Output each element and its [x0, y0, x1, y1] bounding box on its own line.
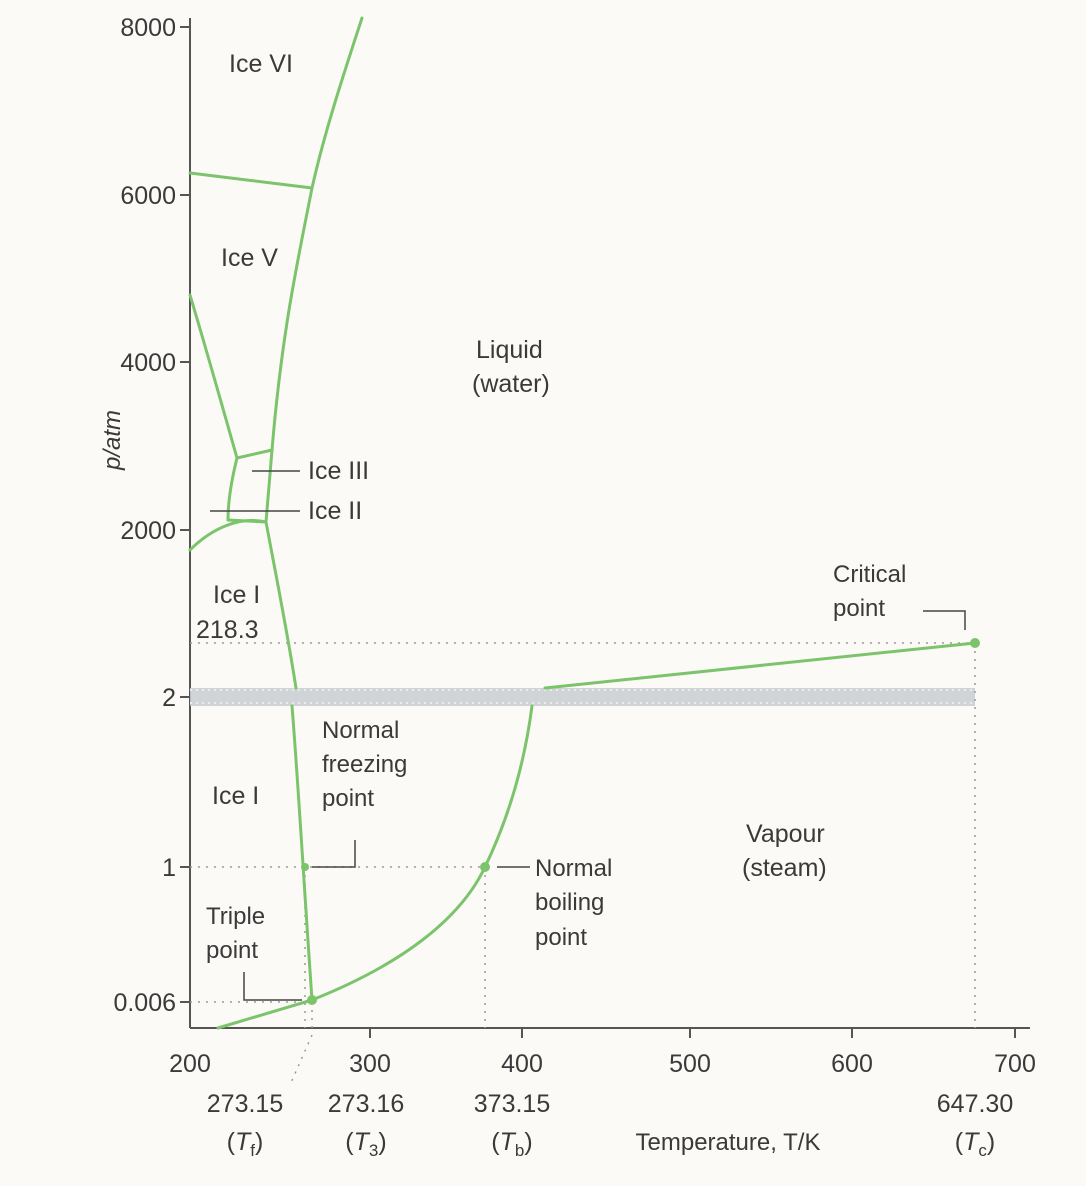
normal-boiling-label-1: Normal — [535, 855, 612, 882]
normal-freezing-label-2: freezing — [322, 751, 407, 778]
y-tick-4000: 4000 — [120, 349, 176, 377]
x-tick-200: 200 — [169, 1050, 211, 1078]
normal-freezing-marker — [301, 863, 309, 871]
x-axis-label: Temperature, T/K — [636, 1129, 821, 1156]
region-ice-iii: Ice III — [308, 457, 369, 485]
ice-ii-ice-iii-boundary — [226, 456, 239, 522]
temp-critical-value: 647.30 — [937, 1090, 1013, 1118]
normal-boiling-label-3: point — [535, 924, 587, 951]
x-tick-700: 700 — [994, 1050, 1036, 1078]
ice-vi-liquid-boundary — [310, 16, 364, 190]
region-vapour: Vapour — [746, 820, 825, 848]
axis-break-band — [190, 688, 975, 706]
normal-boiling-marker — [480, 862, 490, 872]
region-ice-v: Ice V — [221, 244, 278, 272]
normal-freezing-label-1: Normal — [322, 717, 399, 744]
y-tick-6000: 6000 — [120, 182, 176, 210]
triple-point-label-1: Triple — [206, 903, 265, 930]
y-tick-0006: 0.006 — [113, 989, 176, 1017]
temp-triple-value: 273.16 — [328, 1090, 404, 1118]
temp-critical-symbol: (Tc) — [955, 1128, 995, 1160]
triple-point-label-2: point — [206, 937, 258, 964]
region-ice-ii: Ice II — [308, 497, 362, 525]
triple-point-marker — [307, 995, 317, 1005]
x-tick-600: 600 — [831, 1050, 873, 1078]
temp-fusion-symbol: (Tf) — [227, 1128, 264, 1160]
y-tick-8000: 8000 — [120, 14, 176, 42]
critical-point-label-2: point — [833, 595, 885, 622]
y-tick-1: 1 — [162, 854, 176, 882]
critical-point-label-1: Critical — [833, 561, 906, 588]
x-tick-marks — [369, 1028, 1016, 1038]
region-liquid: Liquid — [476, 336, 543, 364]
ice-iii-liquid-boundary — [264, 448, 274, 524]
ice-iii-upper — [235, 448, 274, 460]
temp-boiling-symbol: (Tb) — [491, 1128, 532, 1160]
y-axis-label: p/atm — [99, 410, 126, 471]
ice-i-ice-ii-boundary — [188, 518, 268, 552]
ice-v-ice-ii-boundary — [188, 293, 239, 460]
x-tick-400: 400 — [501, 1050, 543, 1078]
ice-v-liquid-boundary — [270, 186, 314, 452]
vaporisation-curve-upper — [543, 641, 977, 690]
x-tick-500: 500 — [669, 1050, 711, 1078]
temp-boiling-value: 373.15 — [474, 1090, 550, 1118]
value-218-3: 218.3 — [196, 616, 259, 644]
x-tick-300: 300 — [349, 1050, 391, 1078]
region-vapour-sub: (steam) — [742, 854, 827, 882]
y-tick-2000: 2000 — [120, 517, 176, 545]
normal-freezing-label-3: point — [322, 785, 374, 812]
guide-lines — [190, 642, 976, 1086]
sublimation-curve — [216, 998, 314, 1030]
region-liquid-sub: (water) — [472, 370, 550, 398]
normal-boiling-label-2: boiling — [535, 889, 604, 916]
y-tick-2: 2 — [162, 684, 176, 712]
region-ice-vi: Ice VI — [229, 50, 293, 78]
region-ice-i-lower: Ice I — [212, 782, 259, 810]
temp-fusion-value: 273.15 — [207, 1090, 283, 1118]
temp-triple-symbol: (T3) — [345, 1128, 386, 1160]
melting-curve — [290, 704, 314, 1002]
ice-vi-ice-v-boundary — [188, 171, 314, 190]
leader-lines — [210, 470, 966, 1001]
ice-i-liquid-boundary-upper — [264, 520, 298, 690]
region-ice-i-upper: Ice I — [213, 581, 260, 609]
y-tick-marks — [180, 26, 190, 1003]
critical-point-marker — [970, 638, 980, 648]
